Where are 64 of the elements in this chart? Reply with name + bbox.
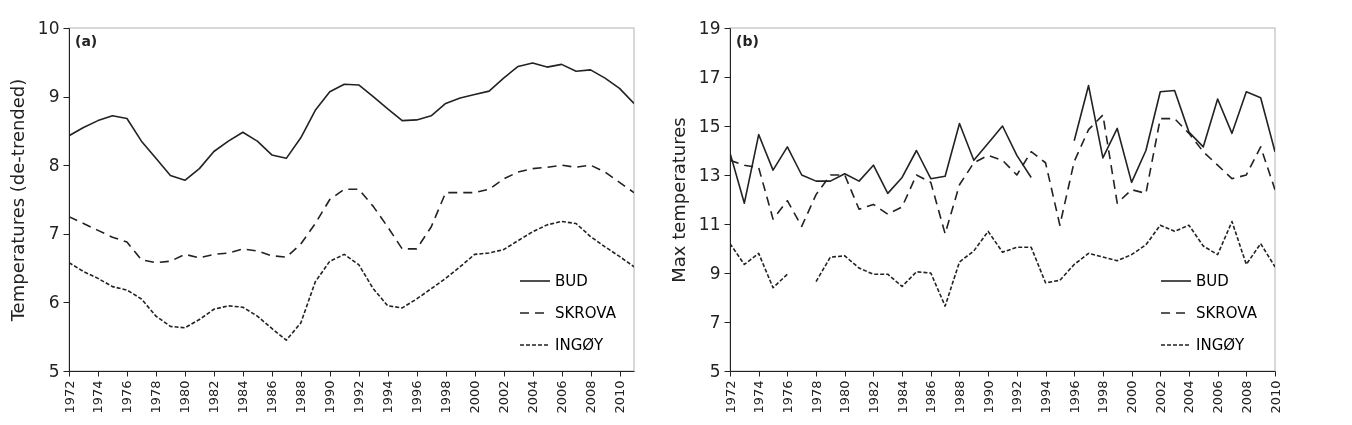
annotation: (b) (736, 33, 759, 49)
x-tick-label: 2006 (1210, 380, 1226, 414)
y-tick-label: 9 (48, 86, 60, 107)
x-tick-label: 1988 (951, 380, 967, 414)
x-tick-label: 1980 (837, 380, 853, 414)
x-tick-label: 2006 (554, 380, 570, 414)
y-tick-label: 10 (37, 17, 60, 38)
x-tick-label: 1994 (380, 380, 396, 414)
y-tick-label: 17 (698, 66, 721, 87)
x-tick-label: 1972 (61, 380, 77, 414)
x-tick-label: 1992 (351, 380, 367, 414)
x-tick-label: 1980 (177, 380, 193, 414)
y-tick-label: 7 (48, 223, 60, 244)
x-tick-label: 2000 (467, 380, 483, 414)
x-tick-label: 1982 (206, 380, 222, 414)
legend-label: INGØY (555, 336, 605, 354)
legend-label: SKROVA (1196, 304, 1258, 322)
x-tick-label: 1986 (264, 380, 280, 414)
x-tick-label: 1990 (322, 380, 338, 414)
y-axis-title: Temperatures (de-trended) (6, 78, 28, 323)
x-tick-label: 2010 (1267, 380, 1283, 414)
x-tick-label: 1984 (894, 380, 910, 414)
x-tick-label: 1998 (1095, 380, 1111, 414)
x-tick-label: 1986 (923, 380, 939, 414)
x-tick-label: 1978 (148, 380, 164, 414)
y-tick-label: 5 (709, 360, 721, 381)
y-tick-label: 19 (698, 17, 721, 38)
y-tick-label: 9 (709, 262, 721, 283)
y-tick-label: 13 (698, 164, 721, 185)
x-tick-label: 1994 (1038, 380, 1054, 414)
legend-label: INGØY (1196, 336, 1246, 354)
x-tick-label: 1976 (119, 380, 135, 414)
x-tick-label: 2000 (1124, 380, 1140, 414)
x-tick-label: 1998 (438, 380, 454, 414)
x-tick-label: 2010 (612, 380, 628, 414)
x-tick-label: 2004 (525, 380, 541, 414)
legend-label: BUD (555, 272, 588, 290)
x-tick-label: 1988 (293, 380, 309, 414)
x-tick-label: 1974 (90, 380, 106, 414)
x-tick-label: 1978 (808, 380, 824, 414)
y-tick-label: 11 (698, 213, 721, 234)
y-tick-label: 6 (48, 291, 60, 312)
x-tick-label: 1974 (751, 380, 767, 414)
x-tick-label: 2002 (1152, 380, 1168, 414)
x-tick-label: 1976 (779, 380, 795, 414)
x-tick-label: 2008 (1238, 380, 1254, 414)
annotation: (a) (75, 33, 98, 49)
legend-label: BUD (1196, 272, 1229, 290)
y-axis-title: Max temperatures (667, 117, 689, 283)
y-tick-label: 5 (48, 360, 60, 381)
x-tick-label: 2004 (1181, 380, 1197, 414)
y-tick-label: 7 (709, 311, 721, 332)
x-tick-label: 1982 (865, 380, 881, 414)
y-tick-label: 8 (48, 154, 60, 175)
x-tick-label: 2002 (496, 380, 512, 414)
legend-label: SKROVA (555, 304, 617, 322)
x-tick-label: 2008 (583, 380, 599, 414)
x-tick-label: 1996 (1066, 380, 1082, 414)
x-tick-label: 1996 (409, 380, 425, 414)
x-tick-label: 1972 (722, 380, 738, 414)
x-tick-label: 1992 (1009, 380, 1025, 414)
x-tick-label: 1990 (980, 380, 996, 414)
x-tick-label: 1984 (235, 380, 251, 414)
y-tick-label: 15 (698, 115, 721, 136)
